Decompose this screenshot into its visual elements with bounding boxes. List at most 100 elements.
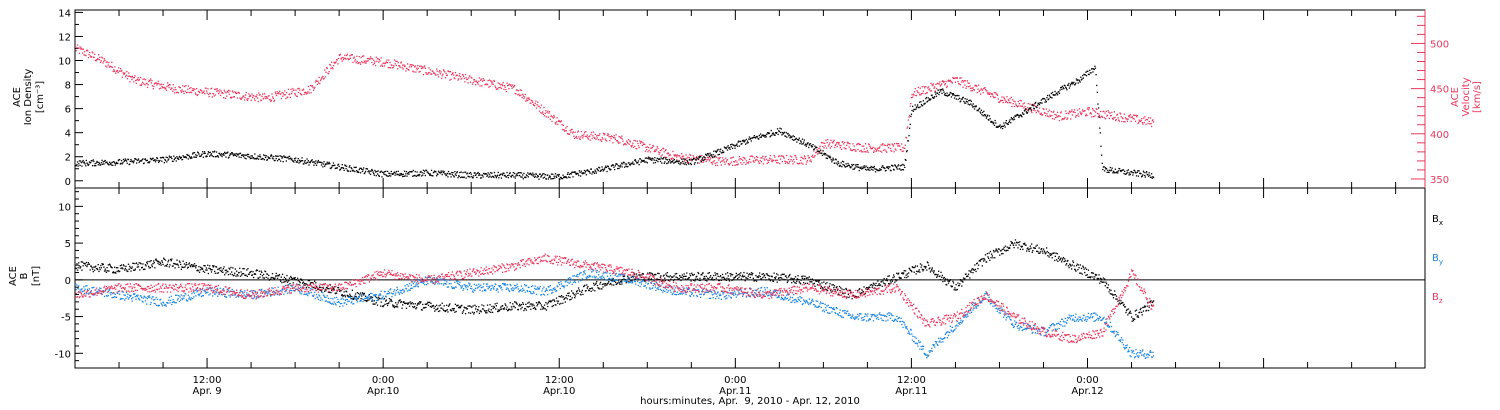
data-point bbox=[280, 276, 282, 278]
data-point bbox=[979, 89, 981, 91]
data-point bbox=[835, 159, 837, 161]
data-point bbox=[901, 169, 903, 171]
data-point bbox=[1048, 98, 1050, 100]
data-point bbox=[595, 135, 598, 137]
data-point bbox=[985, 88, 987, 91]
data-point bbox=[538, 105, 540, 108]
data-point bbox=[609, 136, 612, 138]
data-point bbox=[456, 172, 458, 174]
data-point bbox=[246, 275, 248, 277]
data-point bbox=[621, 138, 623, 140]
data-point bbox=[582, 172, 584, 174]
data-point bbox=[988, 93, 991, 95]
data-point bbox=[472, 177, 474, 179]
data-point bbox=[851, 298, 853, 300]
data-point bbox=[170, 258, 172, 261]
data-point bbox=[174, 87, 176, 89]
data-point bbox=[850, 166, 852, 168]
data-point bbox=[183, 92, 185, 95]
data-point bbox=[675, 276, 677, 278]
data-point bbox=[877, 280, 879, 282]
data-point bbox=[910, 103, 912, 105]
data-point bbox=[776, 128, 779, 130]
data-point bbox=[463, 309, 465, 311]
data-point bbox=[254, 273, 256, 275]
data-point bbox=[1146, 119, 1148, 121]
data-point bbox=[646, 157, 648, 159]
data-point bbox=[315, 164, 318, 166]
data-point bbox=[1011, 99, 1014, 101]
data-point bbox=[498, 310, 500, 312]
data-point bbox=[282, 161, 284, 163]
data-point bbox=[565, 127, 567, 129]
data-point bbox=[1111, 111, 1113, 114]
data-point bbox=[209, 92, 212, 95]
data-point bbox=[657, 272, 659, 274]
data-point bbox=[959, 84, 962, 86]
data-point bbox=[1036, 104, 1039, 106]
data-point bbox=[407, 173, 409, 175]
data-point bbox=[514, 172, 516, 175]
data-point bbox=[195, 93, 197, 95]
data-point bbox=[202, 156, 204, 158]
data-point bbox=[670, 278, 672, 280]
data-point bbox=[737, 141, 739, 143]
data-point bbox=[866, 147, 868, 149]
data-point bbox=[99, 56, 101, 58]
data-point bbox=[1050, 96, 1052, 98]
data-point bbox=[519, 174, 521, 177]
data-point bbox=[176, 156, 178, 158]
data-point bbox=[308, 164, 310, 166]
data-point bbox=[978, 107, 981, 109]
data-point bbox=[291, 91, 293, 93]
data-point bbox=[348, 58, 350, 60]
data-point bbox=[1097, 107, 1100, 109]
data-point bbox=[357, 62, 359, 65]
data-point bbox=[887, 147, 890, 149]
data-point bbox=[576, 172, 579, 175]
data-point bbox=[617, 165, 619, 167]
data-point bbox=[395, 302, 397, 304]
data-point bbox=[965, 100, 967, 103]
data-point bbox=[612, 164, 614, 166]
data-point bbox=[185, 264, 187, 266]
data-point bbox=[812, 283, 814, 285]
data-point bbox=[675, 154, 677, 157]
data-point bbox=[495, 305, 497, 307]
data-point bbox=[512, 303, 514, 305]
data-point bbox=[403, 301, 405, 303]
data-point bbox=[189, 87, 191, 89]
data-point bbox=[618, 136, 620, 138]
data-point bbox=[247, 268, 249, 270]
data-point bbox=[523, 309, 525, 312]
data-point bbox=[292, 277, 294, 280]
data-point bbox=[802, 275, 804, 277]
data-point bbox=[713, 274, 715, 277]
data-point bbox=[253, 158, 255, 160]
data-point bbox=[768, 278, 770, 280]
data-point bbox=[667, 152, 670, 155]
data-point bbox=[798, 278, 800, 281]
data-point bbox=[211, 269, 213, 271]
data-point bbox=[907, 126, 909, 128]
data-point bbox=[816, 146, 818, 149]
data-point bbox=[821, 282, 823, 284]
data-point bbox=[354, 58, 357, 61]
data-point bbox=[457, 177, 459, 179]
data-point bbox=[125, 269, 128, 271]
data-point bbox=[486, 83, 489, 85]
data-point bbox=[682, 157, 684, 159]
data-point bbox=[1080, 79, 1083, 81]
data-point bbox=[1140, 119, 1142, 122]
data-point bbox=[723, 161, 726, 163]
data-point bbox=[607, 134, 610, 136]
data-point bbox=[439, 70, 441, 72]
data-point bbox=[287, 96, 289, 98]
data-point bbox=[901, 143, 903, 145]
data-point bbox=[836, 286, 838, 288]
data-point bbox=[869, 147, 872, 149]
data-point bbox=[388, 67, 391, 69]
data-point bbox=[478, 173, 480, 175]
data-point bbox=[1117, 117, 1119, 119]
data-point bbox=[677, 160, 679, 163]
